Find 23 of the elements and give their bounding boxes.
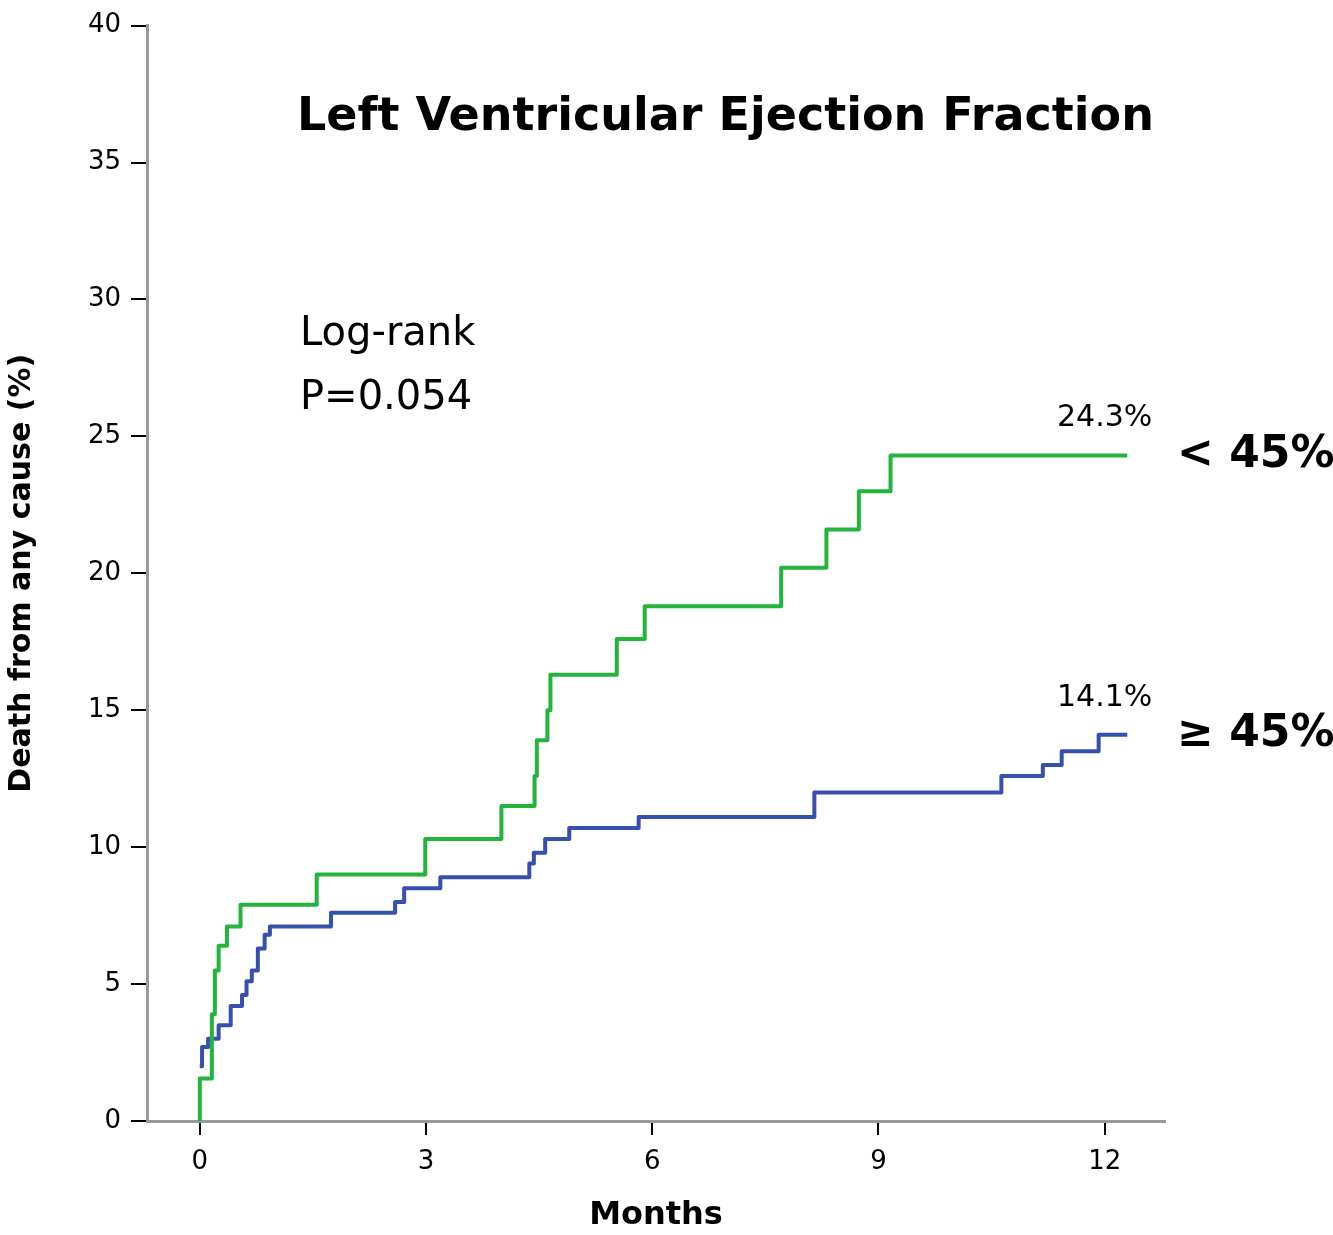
annotation: Log-rank: [300, 308, 477, 354]
y-axis-title: Death from any cause (%): [1, 353, 37, 793]
x-axis-title: Months: [589, 1194, 723, 1233]
x-tick-label: 3: [417, 1145, 435, 1176]
y-tick-label: 35: [87, 145, 121, 176]
y-tick-label: 40: [87, 8, 121, 39]
x-tick-label: 6: [643, 1145, 661, 1176]
x-tick-label: 12: [1088, 1145, 1122, 1176]
x-tick-label: 9: [870, 1145, 887, 1176]
x-tick-label: 0: [191, 1145, 209, 1176]
y-tick-label: 10: [87, 829, 121, 860]
y-tick-label: 25: [87, 419, 121, 450]
annotation: 14.1%: [1057, 677, 1153, 713]
y-tick-label: 30: [87, 282, 121, 313]
y-tick-label: 0: [104, 1103, 121, 1134]
annotation: 24.3%: [1057, 398, 1153, 434]
text: Left Ventricular Ejection Fraction: [297, 87, 1154, 141]
series-label: ≥ 45%: [1177, 705, 1333, 757]
y-tick-label: 5: [104, 966, 121, 997]
y-tick-label: 20: [87, 556, 121, 587]
series-label: < 45%: [1177, 425, 1333, 477]
annotation: P=0.054: [300, 372, 473, 418]
y-tick-label: 15: [87, 692, 121, 723]
